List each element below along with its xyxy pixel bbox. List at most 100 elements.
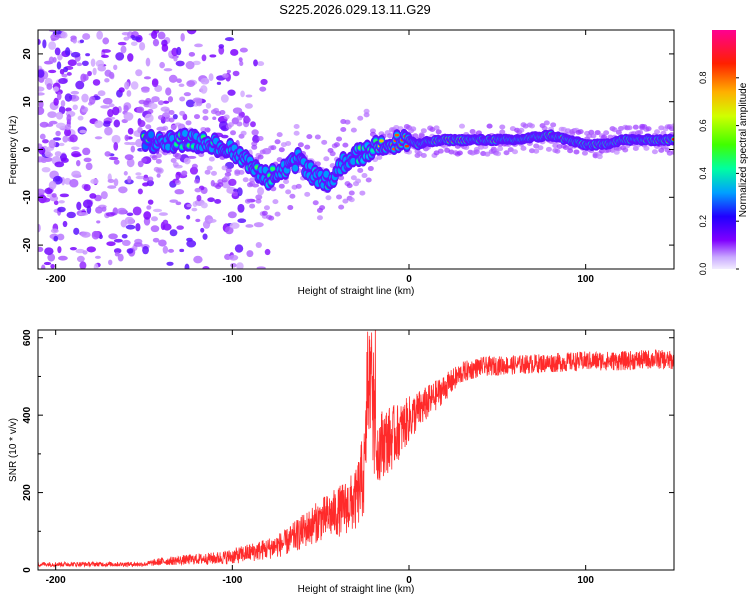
heatmap-cell	[622, 147, 629, 153]
heatmap-cell	[113, 159, 120, 165]
heatmap-cell	[117, 41, 127, 46]
heatmap-cell	[174, 179, 181, 185]
heatmap-cell	[127, 175, 132, 184]
heatmap-cell	[137, 120, 146, 128]
heatmap-cell	[41, 264, 46, 269]
heatmap-cell	[124, 134, 129, 141]
heatmap-cell	[38, 246, 44, 252]
heatmap-cell	[200, 227, 205, 233]
heatmap-cell	[61, 73, 68, 78]
heatmap-cell	[106, 241, 116, 247]
heatmap-cell	[148, 103, 158, 110]
heatmap-cell	[179, 248, 185, 253]
heatmap-cell	[218, 44, 225, 49]
heatmap-cell	[53, 235, 59, 242]
heatmap-cell	[38, 69, 45, 78]
heatmap-cell	[165, 143, 172, 151]
heatmap-cell	[185, 120, 192, 126]
heatmap-cell	[76, 255, 85, 263]
x-tick-label: 0	[406, 274, 412, 285]
heatmap-cell	[183, 157, 191, 165]
heatmap-cell	[188, 51, 196, 57]
heatmap-cell	[169, 199, 179, 203]
heatmap-cell	[220, 94, 229, 103]
heatmap-cell	[645, 126, 652, 132]
heatmap-cell	[59, 68, 65, 75]
heatmap-cell	[200, 202, 208, 209]
heatmap-cell	[100, 191, 108, 200]
heatmap-cell	[79, 129, 87, 134]
heatmap-cell	[221, 165, 228, 171]
heatmap-cell	[78, 212, 89, 216]
heatmap-cell	[69, 178, 79, 188]
heatmap-cell	[218, 120, 229, 130]
heatmap-cell	[102, 37, 110, 45]
heatmap-cell	[108, 156, 119, 161]
heatmap-cell	[95, 59, 105, 68]
heatmap-cell	[155, 158, 162, 164]
heatmap-cell	[180, 32, 185, 42]
heatmap-cell	[108, 259, 113, 266]
heatmap-cell	[69, 134, 78, 143]
heatmap-cell	[181, 129, 188, 137]
heatmap-cell	[238, 57, 243, 63]
heatmap-cell	[249, 177, 256, 183]
heatmap-cell	[186, 204, 192, 208]
heatmap-cell	[50, 33, 60, 41]
heatmap-cell	[626, 125, 633, 131]
heatmap-cell	[285, 189, 292, 195]
heatmap-cell	[124, 141, 131, 145]
heatmap-cell	[150, 225, 160, 233]
heatmap-cell	[194, 114, 200, 120]
heatmap-cell	[603, 130, 610, 136]
heatmap-cell	[40, 157, 47, 163]
heatmap-cell	[250, 121, 256, 128]
heatmap-cell	[333, 142, 340, 148]
heatmap-cell	[116, 207, 127, 215]
heatmap-cell	[194, 178, 200, 184]
heatmap-cell	[230, 130, 237, 136]
heatmap-cell	[202, 115, 209, 121]
heatmap-cell	[236, 187, 243, 197]
heatmap-cell	[41, 167, 51, 173]
heatmap-cell	[48, 139, 56, 149]
heatmap-cell	[590, 133, 597, 139]
colorbar-tick-label: 0.6	[698, 119, 708, 132]
heatmap-cell	[47, 253, 56, 262]
x-tick-label: 100	[577, 575, 594, 586]
heatmap-cell	[135, 175, 146, 180]
heatmap-cell	[146, 179, 154, 187]
heatmap-cell	[53, 137, 62, 141]
heatmap-cell	[174, 189, 185, 195]
heatmap-cell	[348, 197, 355, 203]
heatmap-cell	[151, 96, 160, 103]
heatmap-cell	[38, 38, 41, 46]
y-tick-label: 200	[22, 484, 33, 501]
x-tick-label: -200	[46, 575, 66, 586]
heatmap-cell	[107, 178, 115, 184]
heatmap-cell	[196, 99, 203, 105]
heatmap-cell	[43, 261, 52, 266]
heatmap-cell	[329, 151, 336, 157]
y-tick-label: 600	[22, 329, 33, 346]
heatmap-cell	[249, 203, 256, 209]
heatmap-cell	[293, 123, 300, 129]
heatmap-cell	[60, 31, 68, 39]
snr-x-ticks: -200 -100 0 100	[46, 330, 594, 586]
heatmap-cell	[108, 233, 118, 240]
heatmap-cell	[208, 73, 214, 81]
spectrogram-x-ticks: -200 -100 0 100	[46, 30, 594, 285]
heatmap-cell	[176, 46, 182, 56]
heatmap-cell	[38, 92, 45, 96]
heatmap-cell	[126, 90, 132, 97]
heatmap-cell	[127, 127, 134, 135]
heatmap-cell	[125, 224, 136, 230]
heatmap-cell	[65, 47, 71, 56]
heatmap-cell	[632, 124, 639, 130]
heatmap-cell	[98, 234, 103, 240]
heatmap-cell	[162, 219, 169, 226]
heatmap-cell	[554, 148, 561, 154]
heatmap-cell	[76, 201, 82, 211]
heatmap-cell	[192, 60, 201, 66]
heatmap-cell	[52, 57, 57, 63]
